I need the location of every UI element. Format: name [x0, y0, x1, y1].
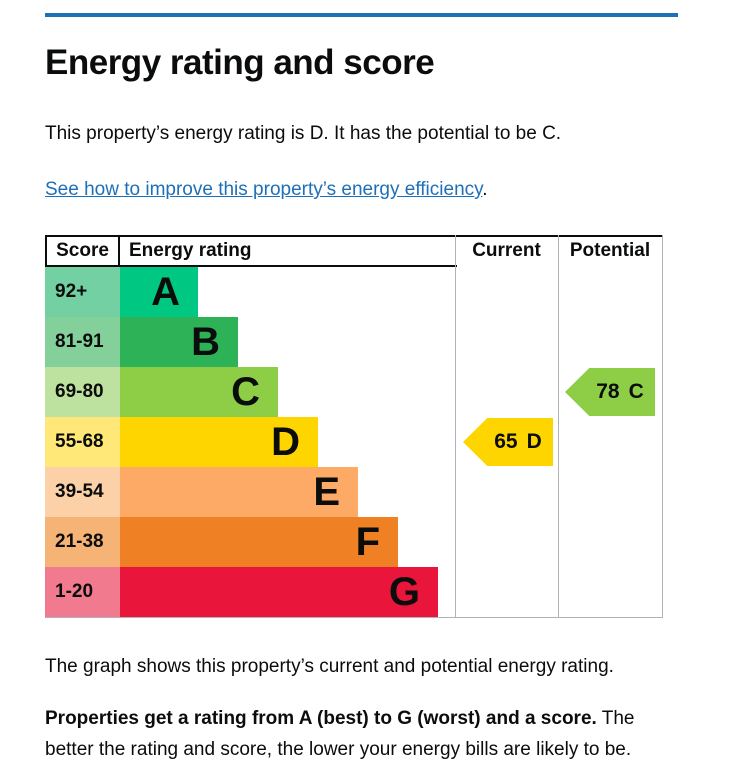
epc-header-underline [45, 265, 457, 267]
epc-band-row-a: 92+ A [45, 267, 662, 317]
band-score-range: 69-80 [45, 367, 120, 417]
column-header-current: Current [472, 240, 541, 261]
page-title: Energy rating and score [45, 43, 435, 82]
band-score-range: 21-38 [45, 517, 120, 567]
band-score-range: 81-91 [45, 317, 120, 367]
epc-band-row-b: 81-91 B [45, 317, 662, 367]
page-content: Energy rating and score This property’s … [45, 13, 678, 765]
column-header-potential: Potential [569, 240, 651, 261]
epc-rows: 92+ A 81-91 B 69-80 C 55-68 D 39-54 E 21-38 F 1-20 G [45, 267, 662, 617]
band-bar-g: G [120, 567, 438, 617]
intro-text: This property’s energy rating is D. It h… [45, 123, 562, 144]
band-score-range: 1-20 [45, 567, 120, 617]
band-score-range: 92+ [45, 267, 120, 317]
band-bar-a: A [120, 267, 198, 317]
top-blue-rule [45, 13, 678, 17]
band-score-range: 55-68 [45, 417, 120, 467]
current-rating-score: 65 [494, 430, 518, 453]
band-bar-e: E [120, 467, 358, 517]
band-bar-f: F [120, 517, 398, 567]
chart-caption: The graph shows this property’s current … [45, 656, 614, 677]
current-rating-letter: D [526, 430, 542, 453]
band-bar-c: C [120, 367, 278, 417]
band-bar-b: B [120, 317, 238, 367]
epc-band-row-e: 39-54 E [45, 467, 662, 517]
potential-column-divider [558, 235, 559, 617]
column-header-score: Score [45, 237, 120, 265]
potential-rating-letter: C [628, 380, 644, 403]
epc-band-row-g: 1-20 G [45, 567, 662, 617]
column-header-energy-rating: Energy rating [129, 240, 252, 261]
current-column-divider [455, 235, 456, 617]
improve-paragraph: See how to improve this property’s energ… [45, 177, 678, 202]
link-suffix-period: . [482, 179, 488, 200]
rating-explanation-bold: Properties get a rating from A (best) to… [45, 708, 597, 729]
epc-band-row-c: 69-80 C [45, 367, 662, 417]
epc-band-row-d: 55-68 D [45, 417, 662, 467]
epc-header-row: Score Energy rating Current Potential [45, 235, 662, 265]
band-bar-d: D [120, 417, 318, 467]
improve-efficiency-link[interactable]: See how to improve this property’s energ… [45, 179, 483, 200]
epc-rating-chart: Score Energy rating Current Potential 92… [45, 235, 663, 618]
potential-rating-score: 78 [596, 380, 620, 403]
rating-explanation: Properties get a rating from A (best) to… [45, 703, 661, 765]
epc-band-row-f: 21-38 F [45, 517, 662, 567]
band-score-range: 39-54 [45, 467, 120, 517]
